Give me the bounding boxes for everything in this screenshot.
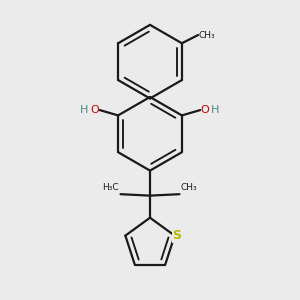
Text: H: H <box>210 105 219 115</box>
Text: H: H <box>80 105 88 115</box>
Text: O: O <box>201 105 209 115</box>
Text: O: O <box>91 105 99 115</box>
Text: CH₃: CH₃ <box>199 31 216 40</box>
Text: H₃C: H₃C <box>103 183 119 192</box>
Text: CH₃: CH₃ <box>181 183 197 192</box>
Text: S: S <box>172 229 182 242</box>
